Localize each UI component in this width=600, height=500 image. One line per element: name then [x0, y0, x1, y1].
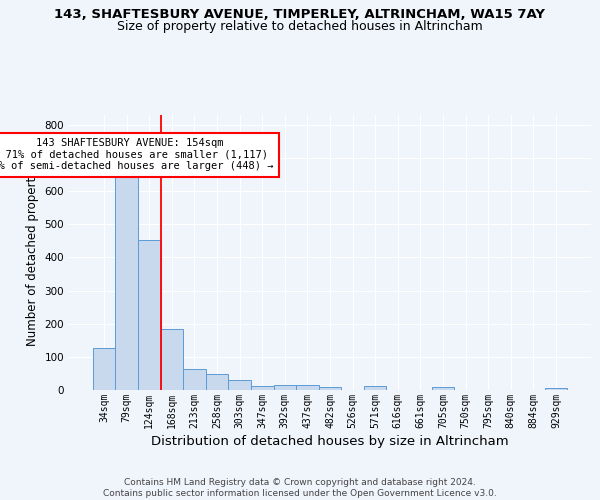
Bar — [229, 380, 251, 390]
Bar — [161, 329, 183, 390]
Bar — [183, 370, 206, 390]
Bar — [319, 387, 341, 390]
Text: 143, SHAFTESBURY AVENUE, TIMPERLEY, ALTRINCHAM, WA15 7AY: 143, SHAFTESBURY AVENUE, TIMPERLEY, ALTR… — [55, 8, 545, 20]
X-axis label: Distribution of detached houses by size in Altrincham: Distribution of detached houses by size … — [151, 435, 509, 448]
Bar — [206, 374, 229, 390]
Text: 143 SHAFTESBURY AVENUE: 154sqm
← 71% of detached houses are smaller (1,117)
28% : 143 SHAFTESBURY AVENUE: 154sqm ← 71% of … — [0, 138, 274, 172]
Text: Contains HM Land Registry data © Crown copyright and database right 2024.
Contai: Contains HM Land Registry data © Crown c… — [103, 478, 497, 498]
Bar — [545, 388, 567, 390]
Y-axis label: Number of detached properties: Number of detached properties — [26, 160, 39, 346]
Bar — [93, 348, 115, 390]
Bar — [431, 387, 454, 390]
Bar — [364, 386, 386, 390]
Text: Size of property relative to detached houses in Altrincham: Size of property relative to detached ho… — [117, 20, 483, 33]
Bar — [115, 172, 138, 390]
Bar — [138, 240, 161, 390]
Bar — [274, 385, 296, 390]
Bar — [251, 386, 274, 390]
Bar — [296, 385, 319, 390]
